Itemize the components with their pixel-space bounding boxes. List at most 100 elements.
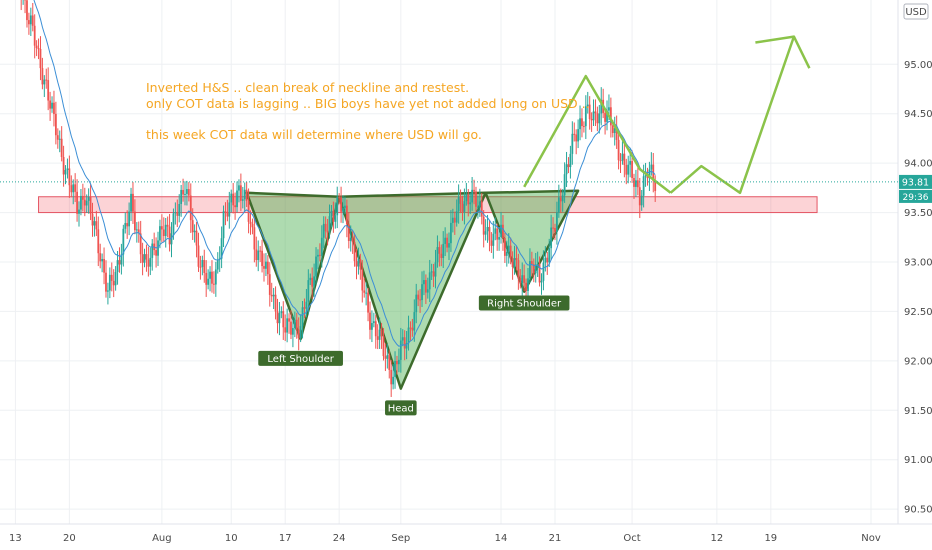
candle-body — [357, 259, 360, 267]
candle-body — [60, 138, 63, 157]
candle-body — [365, 292, 368, 294]
candle-body — [99, 253, 102, 262]
candle-body — [251, 223, 254, 228]
candle-body — [621, 153, 624, 161]
time-axis: 13 20 Aug 10 17 24 Sep 14 21 Oct 12 19 Nov — [9, 533, 881, 544]
candle-body — [139, 233, 142, 255]
candle-body — [625, 164, 628, 175]
candle-body — [203, 260, 206, 273]
candle-body — [453, 217, 456, 223]
candle-body — [288, 318, 290, 322]
annotation-line-4: this week COT data will determine where … — [146, 127, 482, 142]
candle-body — [349, 237, 352, 242]
candle-body — [70, 185, 73, 193]
candle-body — [438, 247, 441, 254]
date-tick-label: 24 — [333, 533, 346, 544]
candle-body — [311, 277, 314, 287]
current-price-value: 93.81 — [902, 177, 929, 188]
candle-body — [396, 360, 398, 365]
candle-body — [380, 329, 383, 337]
candle-body — [213, 283, 215, 285]
candle-body — [347, 224, 350, 242]
date-tick-label: 17 — [279, 533, 292, 544]
candle-body — [600, 99, 603, 114]
candle-body — [415, 294, 418, 313]
candle-body — [478, 201, 481, 207]
candle-body — [255, 249, 258, 261]
candle-body — [87, 197, 90, 201]
candle-body — [224, 211, 227, 213]
candle-body — [419, 299, 421, 301]
candle-body — [635, 180, 637, 187]
candle-body — [120, 254, 123, 265]
candle-body — [421, 284, 423, 301]
candle-body — [286, 318, 289, 333]
candle-body — [257, 250, 260, 261]
candle-body — [636, 180, 639, 188]
projection-line-future — [669, 36, 796, 195]
candle-body — [436, 247, 439, 263]
candle-body — [207, 278, 210, 285]
candle-body — [401, 337, 404, 341]
candle-body — [604, 113, 606, 122]
candle-body — [238, 185, 240, 191]
price-tick-label: 94.50 — [904, 109, 932, 120]
candle-body — [613, 128, 616, 134]
candle-body — [33, 25, 36, 46]
candle-body — [53, 102, 55, 114]
candle-body — [588, 104, 591, 119]
candle-body — [301, 307, 304, 327]
candle-body — [29, 15, 32, 25]
candle-body — [220, 238, 223, 259]
annotation-line-2: only COT data is lagging .. BIG boys hav… — [146, 96, 590, 111]
candle-body — [459, 196, 462, 204]
candle-body — [39, 48, 42, 69]
candle-body — [278, 313, 281, 324]
candle-body — [101, 258, 104, 262]
candle-body — [448, 243, 450, 248]
candle-body — [322, 223, 325, 238]
candle-body — [492, 233, 495, 246]
candle-body — [475, 191, 477, 207]
date-tick-label: Sep — [391, 533, 410, 544]
candle-body — [122, 228, 125, 255]
candle-body — [143, 254, 146, 263]
candle-body — [394, 360, 396, 377]
annotation-line-1: Inverted H&S .. clean break of neckline … — [146, 80, 469, 95]
price-tick-label: 92.50 — [904, 307, 932, 318]
candle-body — [467, 194, 470, 205]
candle-body — [623, 153, 626, 165]
candle-body — [328, 216, 331, 233]
pattern-triangles — [245, 189, 580, 390]
currency-badge[interactable]: USD — [903, 3, 929, 20]
chart-grid — [0, 0, 898, 524]
candle-body — [54, 113, 57, 136]
candle-body — [324, 223, 327, 232]
candle-body — [538, 264, 541, 283]
candle-body — [230, 193, 233, 203]
price-tick-label: 92.00 — [904, 356, 932, 367]
candle-body — [137, 229, 140, 234]
candle-body — [209, 271, 211, 279]
candle-body — [559, 197, 562, 202]
candle-body — [440, 253, 443, 258]
date-tick-label: 10 — [225, 533, 238, 544]
candle-body — [268, 274, 271, 295]
candle-body — [430, 271, 433, 273]
candle-body — [49, 100, 52, 109]
pattern-label-box — [478, 295, 570, 311]
candle-body — [320, 237, 323, 256]
candle-body — [201, 260, 204, 267]
candle-body — [80, 195, 82, 210]
candle-body — [596, 113, 599, 124]
candle-body — [74, 184, 77, 192]
candle-body — [386, 355, 389, 359]
candle-body — [552, 227, 554, 229]
candle-body — [184, 193, 186, 195]
candle-body — [577, 129, 580, 142]
candle-body — [226, 212, 229, 217]
candle-body — [573, 133, 576, 135]
candle-body — [216, 259, 219, 270]
candle-body — [83, 199, 86, 206]
